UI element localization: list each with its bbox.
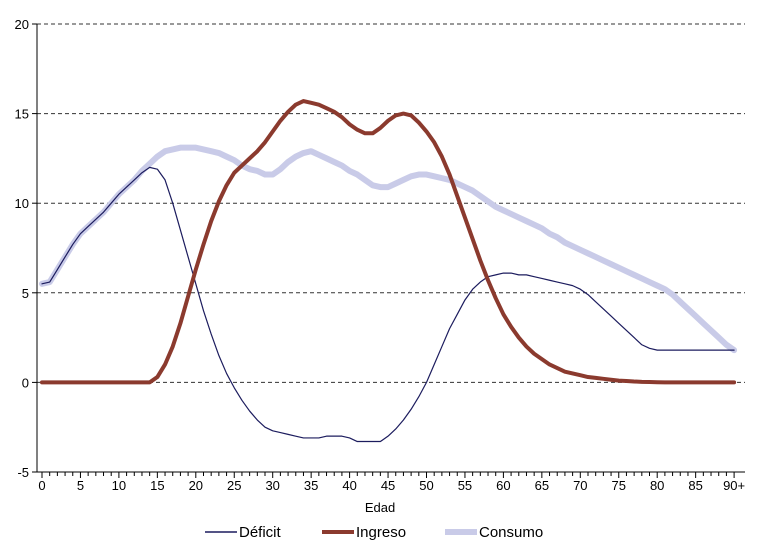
x-tick-label: 35 bbox=[304, 478, 318, 493]
x-tick-label: 85 bbox=[688, 478, 702, 493]
y-tick-label: 20 bbox=[15, 17, 29, 32]
x-tick-label: 15 bbox=[150, 478, 164, 493]
x-tick-label: 25 bbox=[227, 478, 241, 493]
y-tick-label: 10 bbox=[15, 196, 29, 211]
legend: Déficit Ingreso Consumo bbox=[205, 524, 543, 541]
y-tick-label: 0 bbox=[22, 375, 29, 390]
y-tick-label: -5 bbox=[17, 465, 29, 480]
x-tick-label: 90+ bbox=[723, 478, 745, 493]
axes bbox=[36, 24, 745, 473]
legend-label-ingreso: Ingreso bbox=[356, 524, 406, 541]
x-tick-label: 80 bbox=[650, 478, 664, 493]
x-axis-title: Edad bbox=[365, 500, 395, 515]
x-tick-label: 50 bbox=[419, 478, 433, 493]
x-tick-label: 65 bbox=[535, 478, 549, 493]
x-tick-label: 45 bbox=[381, 478, 395, 493]
x-axis-ticks: 0 5 10 15 20 25 30 35 40 45 50 55 60 65 70 75 80 85 90+ bbox=[38, 472, 745, 493]
x-tick-label: 55 bbox=[458, 478, 472, 493]
y-tick-label: 15 bbox=[15, 107, 29, 122]
x-tick-label: 60 bbox=[496, 478, 510, 493]
legend-label-consumo: Consumo bbox=[479, 524, 543, 541]
x-tick-label: 0 bbox=[38, 478, 45, 493]
x-tick-label: 20 bbox=[189, 478, 203, 493]
x-tick-label: 40 bbox=[342, 478, 356, 493]
x-tick-label: 5 bbox=[77, 478, 84, 493]
data-series bbox=[39, 99, 738, 443]
y-tick-label: 5 bbox=[22, 286, 29, 301]
series-d-ficit-line bbox=[41, 166, 735, 443]
x-tick-label: 75 bbox=[612, 478, 626, 493]
series-ingreso-line bbox=[40, 99, 737, 385]
legend-label-d-ficit: Déficit bbox=[239, 524, 282, 541]
x-tick-label: 30 bbox=[265, 478, 279, 493]
x-tick-label: 10 bbox=[112, 478, 126, 493]
y-axis-ticks: -5 0 5 10 15 20 bbox=[15, 17, 37, 480]
x-tick-label: 70 bbox=[573, 478, 587, 493]
gridlines bbox=[37, 23, 745, 383]
series-consumo-line bbox=[39, 144, 738, 354]
